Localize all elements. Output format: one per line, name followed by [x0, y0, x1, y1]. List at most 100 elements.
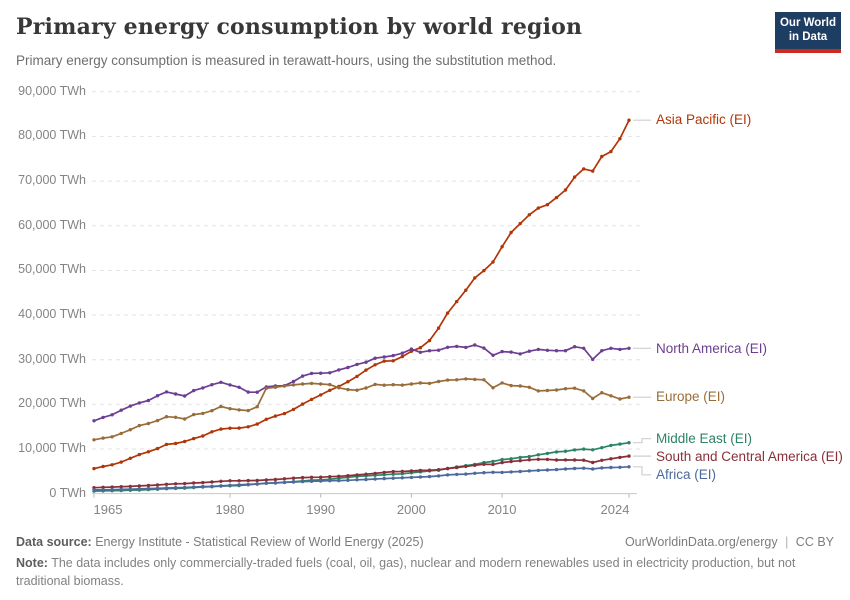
- data-point: [491, 470, 495, 474]
- data-point: [400, 476, 404, 480]
- data-point: [210, 430, 214, 434]
- note-text: The data includes only commercially-trad…: [16, 556, 796, 589]
- data-point: [591, 467, 595, 471]
- data-point: [627, 454, 631, 458]
- data-point: [464, 377, 468, 381]
- data-point: [255, 482, 259, 486]
- data-point: [491, 462, 495, 467]
- data-point: [237, 408, 241, 412]
- data-point: [545, 203, 550, 207]
- line-north-america-ei: [93, 344, 630, 422]
- data-point: [219, 380, 223, 384]
- data-point: [183, 439, 187, 444]
- data-point: [618, 465, 622, 469]
- data-point: [509, 457, 513, 461]
- data-point: [192, 436, 196, 441]
- owid-logo[interactable]: Our World in Data: [775, 12, 841, 53]
- data-point: [137, 484, 141, 488]
- data-point: [618, 347, 622, 352]
- data-point: [582, 466, 586, 470]
- data-point: [319, 371, 323, 375]
- data-point: [582, 346, 586, 350]
- data-point: [364, 368, 368, 372]
- data-point: [337, 478, 341, 483]
- license-link[interactable]: CC BY: [795, 535, 834, 549]
- data-point: [473, 463, 477, 467]
- data-point: [572, 345, 577, 349]
- attribution-separator: |: [785, 535, 789, 549]
- attribution-link[interactable]: OurWorldinData.org/energy: [624, 535, 778, 549]
- data-point: [563, 188, 568, 192]
- data-point: [509, 470, 513, 474]
- data-point: [319, 479, 323, 483]
- data-point: [536, 468, 540, 473]
- data-point: [146, 421, 151, 426]
- data-point: [201, 411, 205, 416]
- data-point: [482, 378, 486, 382]
- data-point: [545, 388, 550, 393]
- data-point: [545, 451, 550, 456]
- data-point: [500, 470, 504, 475]
- data-point: [110, 463, 114, 467]
- data-point: [527, 469, 531, 473]
- data-point: [164, 415, 169, 419]
- data-point: [563, 387, 568, 391]
- data-point: [409, 347, 414, 351]
- data-point: [591, 169, 595, 173]
- data-point: [536, 347, 540, 352]
- data-point: [183, 417, 187, 421]
- logo-line1: Our World: [779, 17, 836, 29]
- data-point: [155, 486, 160, 490]
- data-point: [509, 383, 513, 388]
- data-point: [201, 484, 205, 489]
- legend-label-europe-ei[interactable]: Europe (EI): [656, 389, 726, 405]
- legend-label-south-and-central-america-ei[interactable]: South and Central America (EI): [656, 449, 843, 465]
- data-point: [355, 478, 359, 482]
- legend-label-north-america-ei[interactable]: North America (EI): [656, 341, 768, 357]
- data-point: [291, 476, 296, 480]
- data-point: [328, 382, 332, 387]
- data-point: [418, 468, 423, 473]
- data-point: [101, 436, 105, 440]
- data-point: [527, 349, 531, 353]
- legend-label-middle-east-ei[interactable]: Middle East (EI): [656, 430, 753, 446]
- data-point: [591, 396, 595, 401]
- data-point: [210, 383, 214, 387]
- chart-area: 0 TWh 10,000 TWh 20,000 TWh 30,000 TWh 40,00…: [18, 84, 843, 517]
- source-row: Data source: Energy Institute - Statisti…: [16, 535, 834, 549]
- data-point: [600, 391, 604, 395]
- data-point: [572, 466, 577, 471]
- data-point: [427, 349, 432, 353]
- data-point: [173, 441, 178, 446]
- data-point: [500, 457, 504, 462]
- data-point: [364, 360, 368, 364]
- data-point: [391, 359, 395, 363]
- data-point: [545, 468, 550, 472]
- data-point: [119, 431, 123, 436]
- data-point: [527, 458, 531, 462]
- data-point: [255, 422, 259, 426]
- data-point: [518, 352, 522, 356]
- data-point: [445, 311, 450, 315]
- data-point: [92, 438, 96, 442]
- data-point: [264, 478, 268, 482]
- data-point: [173, 392, 178, 396]
- data-point: [291, 383, 296, 387]
- legend-label-africa-ei[interactable]: Africa (EI): [656, 466, 717, 482]
- legend-label-asia-pacific-ei[interactable]: Asia Pacific (EI): [656, 112, 752, 128]
- data-point: [309, 371, 314, 376]
- data-point: [119, 408, 123, 412]
- data-point: [554, 450, 559, 454]
- data-point: [246, 390, 250, 394]
- x-axis: [92, 493, 637, 498]
- data-point: [554, 467, 559, 472]
- data-point: [346, 365, 350, 370]
- data-point: [427, 381, 432, 386]
- data-point: [319, 382, 323, 386]
- data-point: [609, 149, 613, 154]
- data-point: [572, 386, 577, 390]
- data-point: [228, 479, 232, 483]
- data-point: [110, 435, 114, 439]
- data-point: [591, 357, 595, 362]
